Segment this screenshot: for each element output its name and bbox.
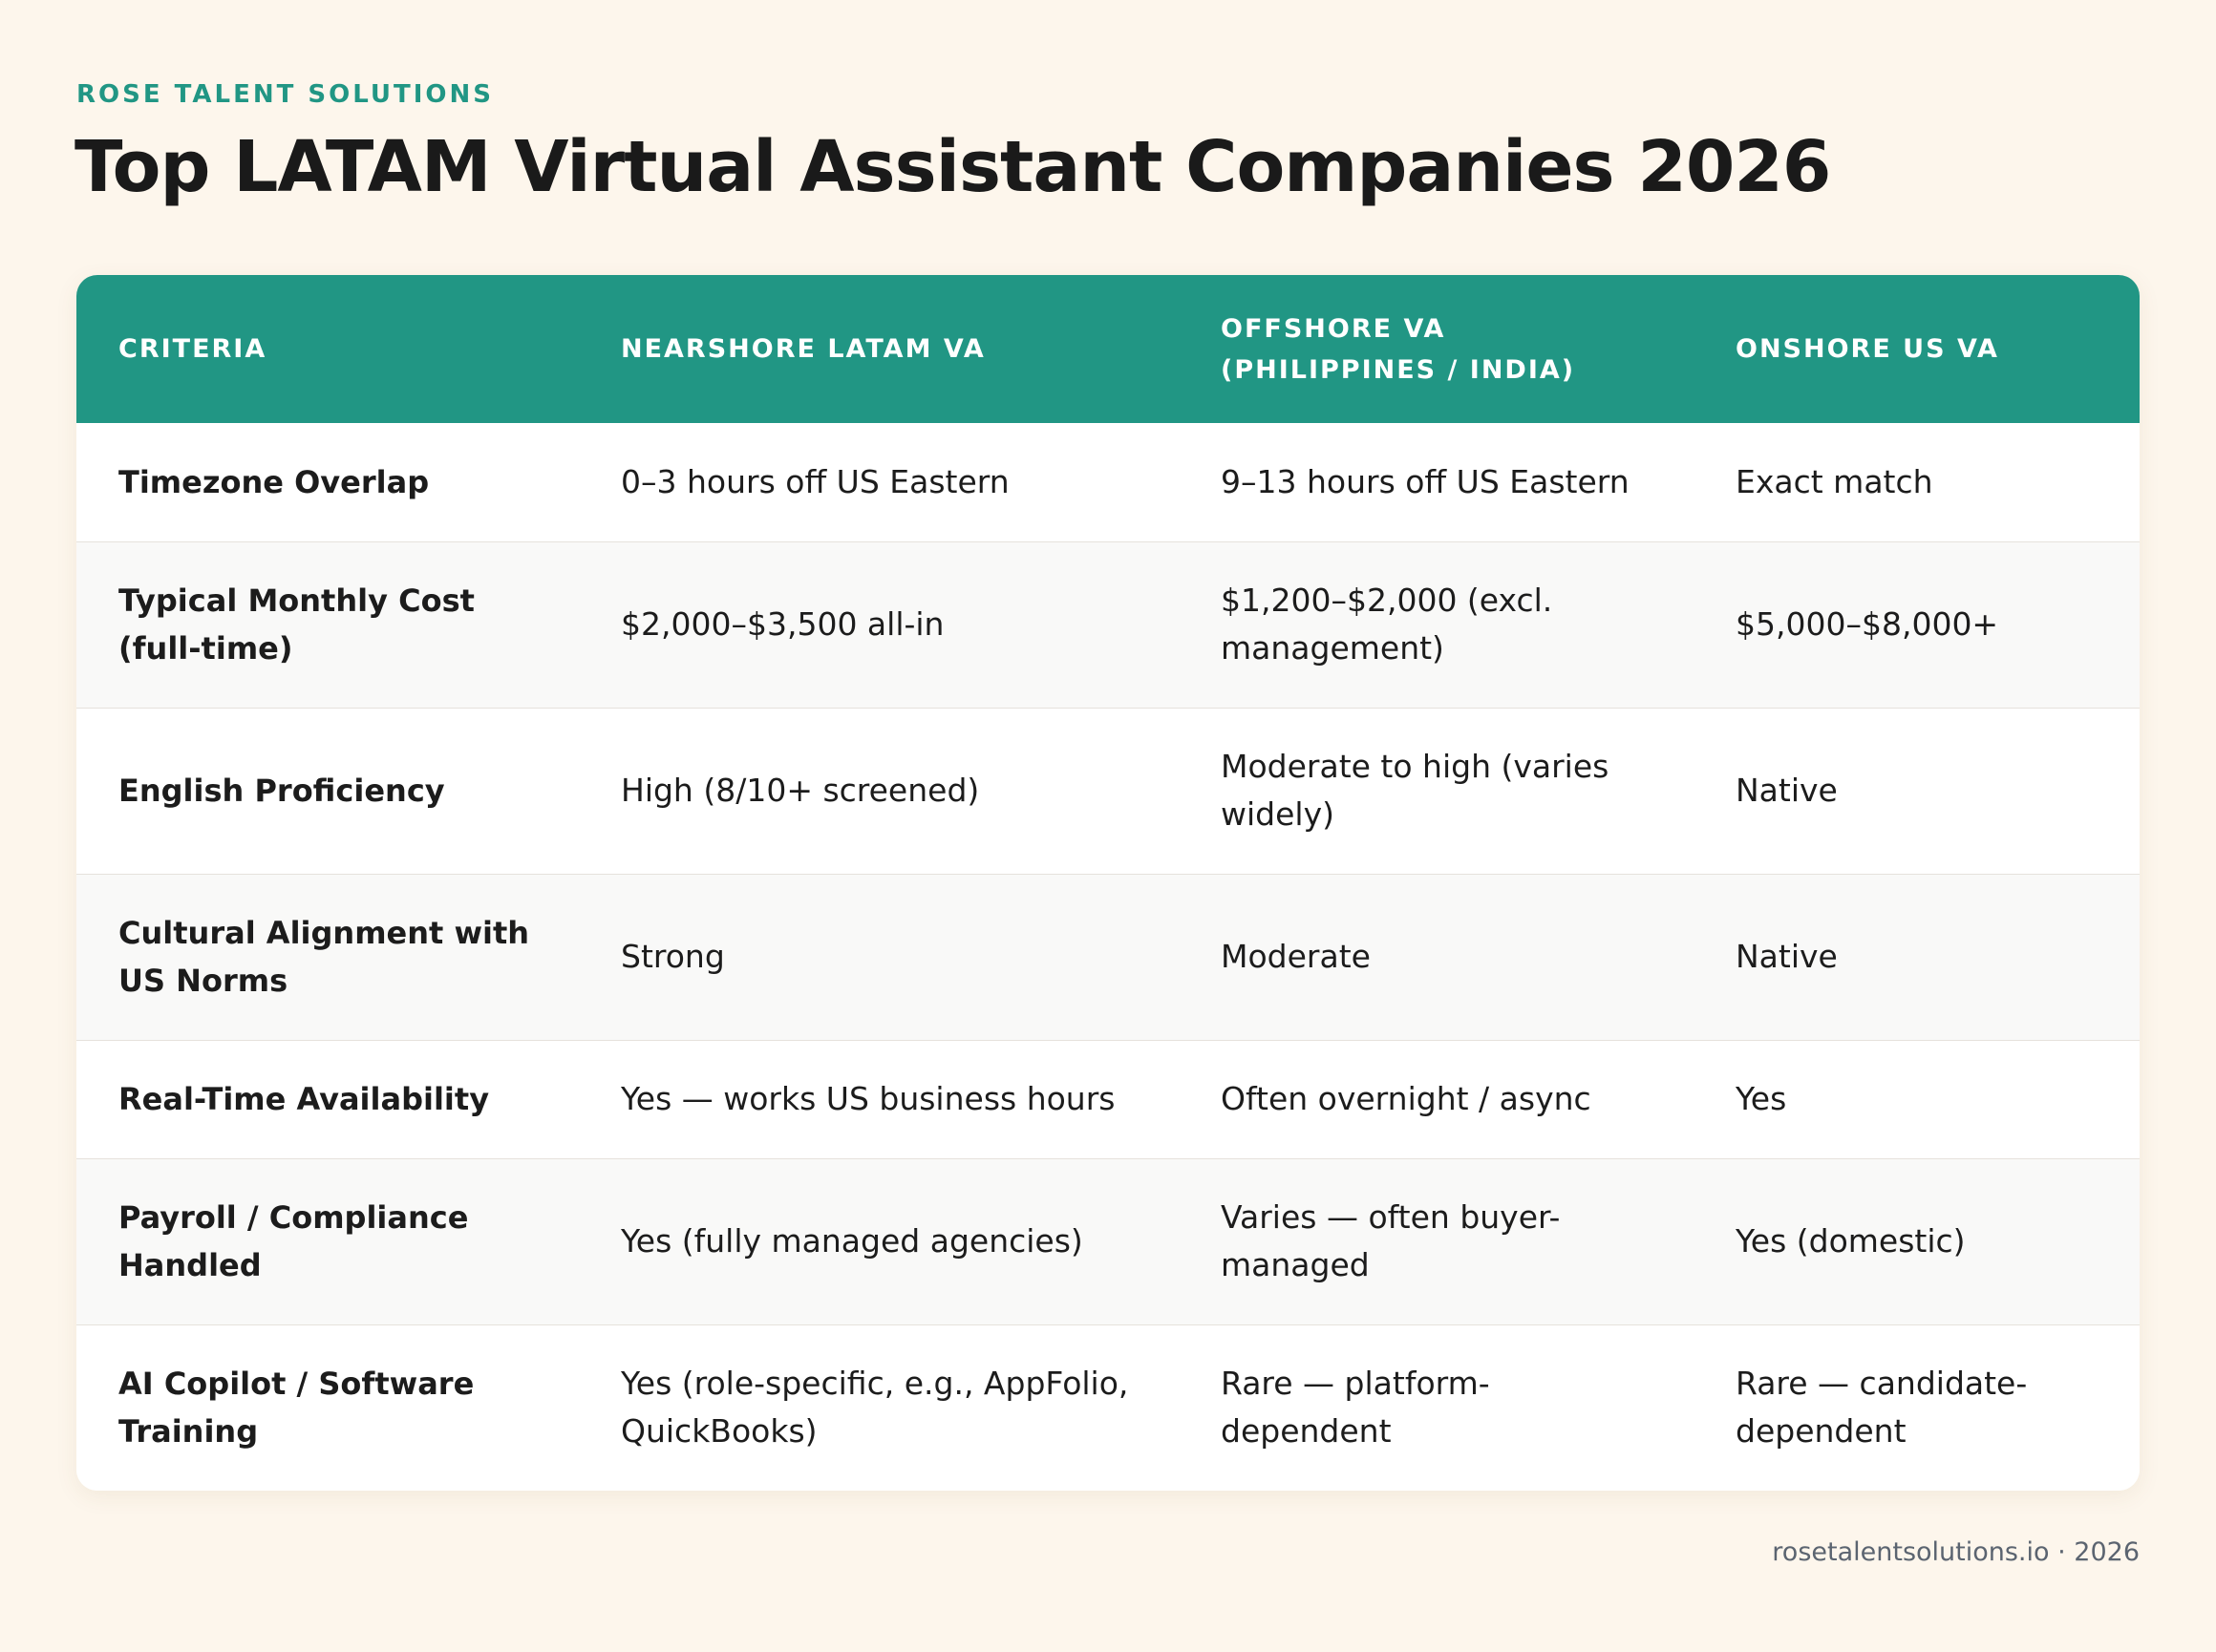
onshore-cell: Rare — candidate-dependent — [1694, 1324, 2140, 1491]
onshore-cell: Yes (domestic) — [1694, 1157, 2140, 1324]
criteria-cell: Payroll / Compliance Handled — [76, 1157, 579, 1324]
table-row: Payroll / Compliance Handled Yes (fully … — [76, 1157, 2140, 1324]
column-header-criteria: CRITERIA — [118, 334, 267, 364]
table-row: Timezone Overlap 0–3 hours off US Easter… — [76, 423, 2140, 541]
table-row: AI Copilot / Software Training Yes (role… — [76, 1324, 2140, 1491]
page-title: Top LATAM Virtual Assistant Companies 20… — [75, 126, 1831, 208]
offshore-cell: Moderate — [1179, 873, 1694, 1040]
offshore-cell: 9–13 hours off US Eastern — [1179, 423, 1694, 541]
onshore-cell: $5,000–$8,000+ — [1694, 540, 2140, 708]
comparison-table: CRITERIA NEARSHORE LATAM VA OFFSHORE VA … — [76, 275, 2140, 1491]
nearshore-cell: High (8/10+ screened) — [579, 707, 1179, 874]
nearshore-cell: Strong — [579, 873, 1179, 1040]
criteria-cell: Typical Monthly Cost (full-time) — [76, 540, 579, 708]
onshore-cell: Yes — [1694, 1039, 2140, 1158]
offshore-cell: Often overnight / async — [1179, 1039, 1694, 1158]
offshore-cell: Varies — often buyer-managed — [1179, 1157, 1694, 1324]
column-header-onshore: ONSHORE US VA — [1736, 334, 1999, 364]
offshore-cell: Rare — platform-dependent — [1179, 1324, 1694, 1491]
nearshore-cell: Yes (role-specific, e.g., AppFolio, Quic… — [579, 1324, 1179, 1491]
onshore-cell: Native — [1694, 707, 2140, 874]
nearshore-cell: $2,000–$3,500 all-in — [579, 540, 1179, 708]
table-header-row: CRITERIA NEARSHORE LATAM VA OFFSHORE VA … — [76, 275, 2140, 423]
footer-credit: rosetalentsolutions.io · 2026 — [1772, 1537, 2140, 1567]
comparison-table-card: CRITERIA NEARSHORE LATAM VA OFFSHORE VA … — [76, 275, 2140, 1491]
onshore-cell: Exact match — [1694, 423, 2140, 541]
nearshore-cell: Yes (fully managed agencies) — [579, 1157, 1179, 1324]
criteria-cell: Cultural Alignment with US Norms — [76, 873, 579, 1040]
column-header-offshore: OFFSHORE VA (PHILIPPINES / INDIA) — [1221, 313, 1576, 385]
onshore-cell: Native — [1694, 873, 2140, 1040]
criteria-cell: Real-Time Availability — [76, 1039, 579, 1158]
nearshore-cell: Yes — works US business hours — [579, 1039, 1179, 1158]
criteria-cell: AI Copilot / Software Training — [76, 1324, 579, 1491]
table-row: English Proficiency High (8/10+ screened… — [76, 707, 2140, 874]
offshore-cell: $1,200–$2,000 (excl. management) — [1179, 540, 1694, 708]
nearshore-cell: 0–3 hours off US Eastern — [579, 423, 1179, 541]
table-row: Typical Monthly Cost (full-time) $2,000–… — [76, 540, 2140, 708]
column-header-nearshore: NEARSHORE LATAM VA — [621, 334, 986, 364]
criteria-cell: English Proficiency — [76, 707, 579, 874]
table-row: Real-Time Availability Yes — works US bu… — [76, 1039, 2140, 1158]
criteria-cell: Timezone Overlap — [76, 423, 579, 541]
offshore-cell: Moderate to high (varies widely) — [1179, 707, 1694, 874]
brand-label: ROSE TALENT SOLUTIONS — [76, 80, 494, 109]
table-row: Cultural Alignment with US Norms Strong … — [76, 873, 2140, 1040]
